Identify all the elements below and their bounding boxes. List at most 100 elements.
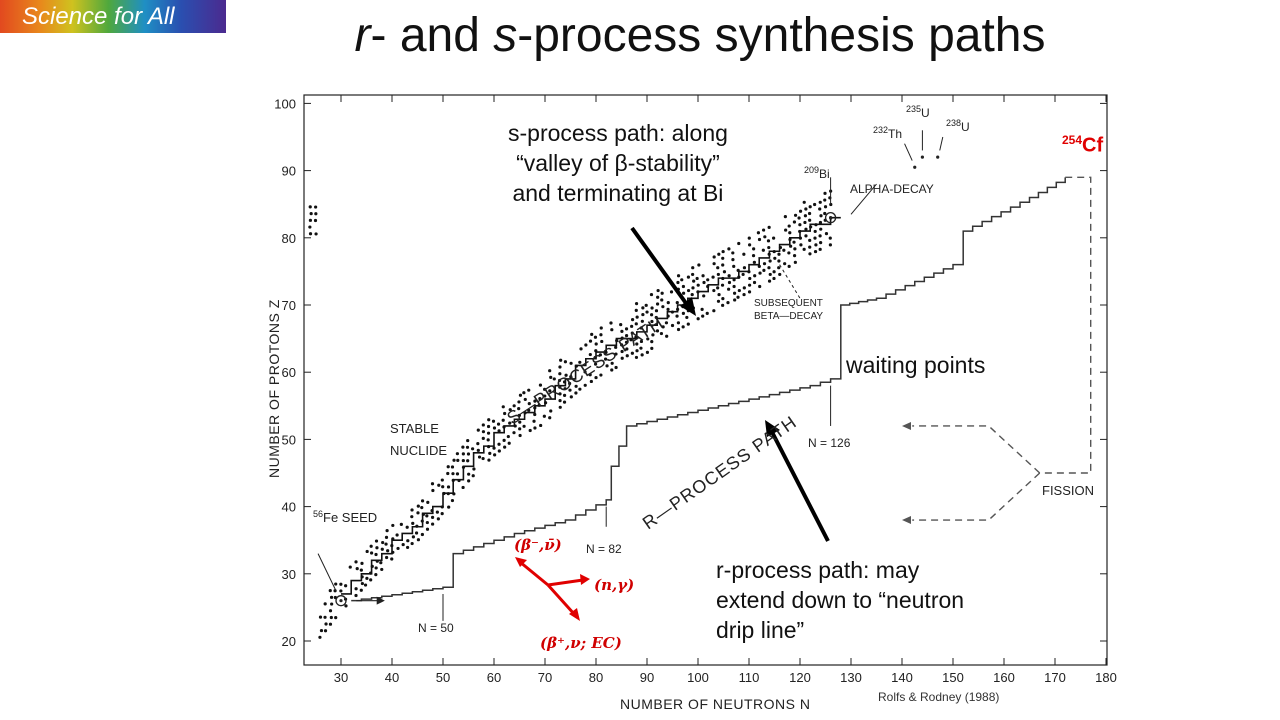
stable-nuclide-dot: [712, 309, 716, 313]
stable-nuclide-dot: [625, 347, 629, 351]
stable-nuclide-dot: [599, 373, 603, 377]
stable-nuclide-dot: [481, 430, 486, 434]
stable-nuclide-dot: [742, 292, 746, 297]
stable-nuclide-dot: [481, 423, 485, 427]
stable-nuclide-dot: [818, 207, 822, 211]
stable-nuclide-dot: [650, 346, 654, 350]
stable-nuclide-dot: [772, 270, 776, 274]
stable-nuclide-dot: [747, 236, 751, 240]
stable-nuclide-dot: [452, 458, 456, 462]
stable-nuclide-dot: [416, 511, 420, 515]
stable-nuclide-dot: [772, 236, 776, 240]
stable-nuclide-dot: [819, 214, 823, 218]
stable-nuclide-dot: [635, 349, 639, 353]
stable-nuclide-dot: [562, 393, 567, 397]
stable-nuclide-dot: [813, 236, 817, 240]
stable-nuclide-dot: [569, 375, 573, 379]
y-axis-label: NUMBER OF PROTONS Z: [266, 299, 282, 478]
stable-nuclide-dot: [716, 272, 720, 277]
stable-nuclide-dot: [712, 288, 716, 293]
stable-nuclide-dot: [446, 485, 451, 489]
stable-nuclide-dot: [491, 419, 496, 423]
stable-nuclide-dot: [533, 399, 537, 403]
r-process-path-label: R—PROCESS PATH: [639, 412, 801, 534]
stable-nuclide-dot: [447, 505, 451, 509]
stable-nuclide-dot: [401, 542, 405, 547]
stable-nuclide-dot: [441, 485, 445, 489]
subsequent-label-1: SUBSEQUENT: [754, 298, 823, 309]
stable-nuclide-dot: [313, 218, 318, 223]
stable-nuclide-dot: [634, 308, 638, 312]
stable-nuclide-dot: [436, 517, 440, 521]
r-process-path: [351, 177, 1066, 602]
y-ticks: 20 30 40 50 60 70 80 90 100: [274, 96, 1107, 649]
stable-nuclide-dot: [793, 247, 797, 251]
stable-nuclide-dot: [752, 280, 757, 285]
stable-nuclide-dot: [558, 392, 562, 396]
cf254-element: Cf: [1082, 134, 1104, 157]
y-tick-label: 60: [282, 365, 296, 380]
r-process-line-1: r-process path: may: [716, 557, 920, 583]
stable-nuclide-dot: [440, 512, 444, 516]
stable-nuclide-dot: [476, 442, 480, 446]
stable-nuclide-dot: [717, 292, 721, 297]
stable-nuclide-dot: [793, 213, 798, 217]
stable-nuclide-dot: [630, 324, 634, 328]
stable-nuclide-dot: [557, 378, 562, 383]
stable-nuclide-dot: [802, 200, 806, 204]
stable-nuclide-dot: [420, 506, 424, 510]
n-gamma-arrow: [547, 578, 584, 587]
stable-nuclide-dot: [630, 351, 634, 355]
stable-nuclide-dot: [761, 248, 765, 252]
actinide-dot: [936, 155, 940, 159]
stable-nuclide-dot: [360, 561, 364, 565]
stable-nuclide-dot: [702, 294, 706, 298]
stable-nuclide-dot: [344, 604, 348, 608]
stable-nuclide-dot: [802, 247, 806, 251]
stable-nuclide-dot: [533, 412, 537, 417]
stable-nuclide-dot: [472, 467, 476, 471]
stable-nuclide-dot: [501, 405, 505, 409]
stable-nuclide-dot: [323, 602, 327, 606]
y-tick-label: 50: [282, 432, 296, 447]
stable-nuclide-dot: [649, 313, 654, 317]
stable-nuclide-dot: [425, 514, 429, 518]
stable-nuclide-dot: [568, 388, 572, 392]
fe-seed-pointer: [317, 553, 337, 591]
stable-nuclide-dot: [639, 326, 643, 330]
stable-nuclide-dot: [650, 306, 654, 310]
bi209-dot: [829, 216, 833, 220]
y-tick-label: 100: [274, 96, 296, 111]
stable-nuclide-dot: [563, 387, 567, 391]
bi209-circle: [824, 211, 837, 224]
stable-nuclide-dot: [732, 264, 736, 268]
stable-nuclide-dot: [747, 283, 752, 287]
stable-nuclide-dot: [721, 263, 725, 267]
stable-nuclide-dot: [635, 315, 639, 319]
stable-nuclide-dot: [777, 252, 781, 256]
stable-nuclide-dot: [374, 539, 379, 543]
stable-nuclide-dot: [762, 268, 766, 272]
slide-title: r- and s-process synthesis paths: [0, 8, 1280, 63]
stable-nuclide-dot: [374, 566, 378, 570]
x-tick-label: 130: [840, 670, 862, 685]
stable-nuclide-dot: [599, 333, 603, 337]
stable-nuclide-dot: [314, 232, 318, 236]
stable-nuclide-dot: [702, 280, 706, 285]
stable-nuclide-dot: [828, 236, 832, 240]
stable-nuclide-label-1: STABLE: [390, 421, 439, 436]
stable-nuclide-dot: [528, 428, 532, 433]
y-tick-label: 70: [282, 298, 296, 313]
x-tick-label: 170: [1044, 670, 1066, 685]
stable-nuclide-dot: [374, 573, 378, 577]
y-tick-label: 90: [282, 164, 296, 179]
stable-nuclide-dot: [476, 428, 480, 432]
stable-nuclide-dot: [539, 423, 543, 428]
stable-nuclide-dot: [614, 365, 618, 370]
stable-nuclide-dot: [583, 383, 587, 387]
stable-nuclide-dot: [661, 325, 665, 329]
cf254-mass: 254: [1062, 133, 1083, 147]
stable-nuclide-dot: [711, 275, 715, 279]
stable-nuclide-dot: [685, 315, 689, 320]
